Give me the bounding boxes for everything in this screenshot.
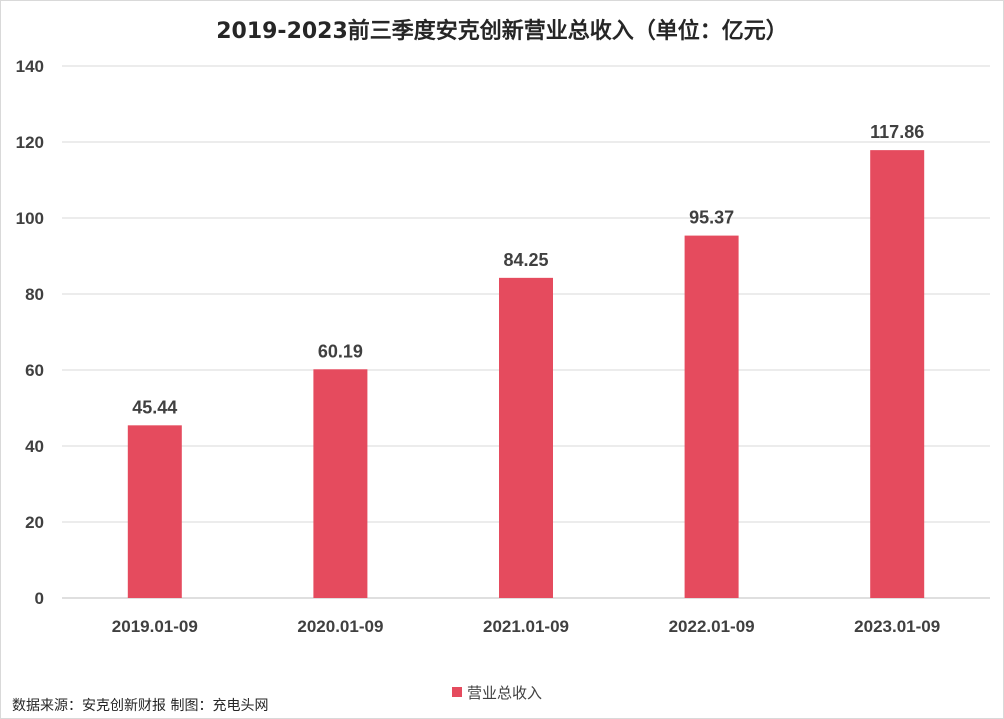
bar [684, 235, 739, 598]
data-label: 117.86 [870, 122, 924, 142]
data-labels: 45.44 60.19 84.25 95.37 117.86 [132, 122, 924, 417]
bars [127, 150, 925, 598]
data-label: 45.44 [132, 397, 177, 417]
legend-label: 营业总收入 [467, 684, 542, 702]
y-tick-label: 0 [35, 589, 44, 608]
y-tick-label: 120 [16, 133, 44, 152]
x-tick-label: 2021.01-09 [483, 617, 569, 636]
y-tick-label: 80 [25, 285, 44, 304]
bar [499, 277, 553, 598]
legend: 营业总收入 [452, 684, 542, 702]
legend-swatch [452, 687, 462, 697]
y-tick-label: 140 [16, 57, 44, 76]
source-note: 数据来源：安克创新财报 制图：充电头网 [12, 698, 268, 714]
data-label: 95.37 [689, 208, 734, 228]
x-tick-label: 2020.01-09 [297, 617, 383, 636]
bar [313, 369, 368, 598]
y-tick-label: 60 [25, 361, 44, 380]
y-axis-ticks: 0 20 40 60 80 100 120 140 [16, 57, 44, 608]
x-tick-label: 2019.01-09 [112, 617, 198, 636]
x-tick-label: 2023.01-09 [854, 617, 940, 636]
data-label: 60.19 [318, 341, 363, 361]
y-tick-label: 20 [25, 513, 44, 532]
chart-title: 2019-2023前三季度安克创新营业总收入（单位：亿元） [216, 18, 788, 44]
y-tick-label: 40 [25, 437, 44, 456]
x-tick-label: 2022.01-09 [669, 617, 755, 636]
bar [127, 425, 182, 598]
bar [870, 150, 925, 598]
data-label: 84.25 [503, 250, 548, 270]
y-tick-label: 100 [16, 209, 44, 228]
x-axis-ticks: 2019.01-09 2020.01-09 2021.01-09 2022.01-09… [112, 617, 940, 636]
